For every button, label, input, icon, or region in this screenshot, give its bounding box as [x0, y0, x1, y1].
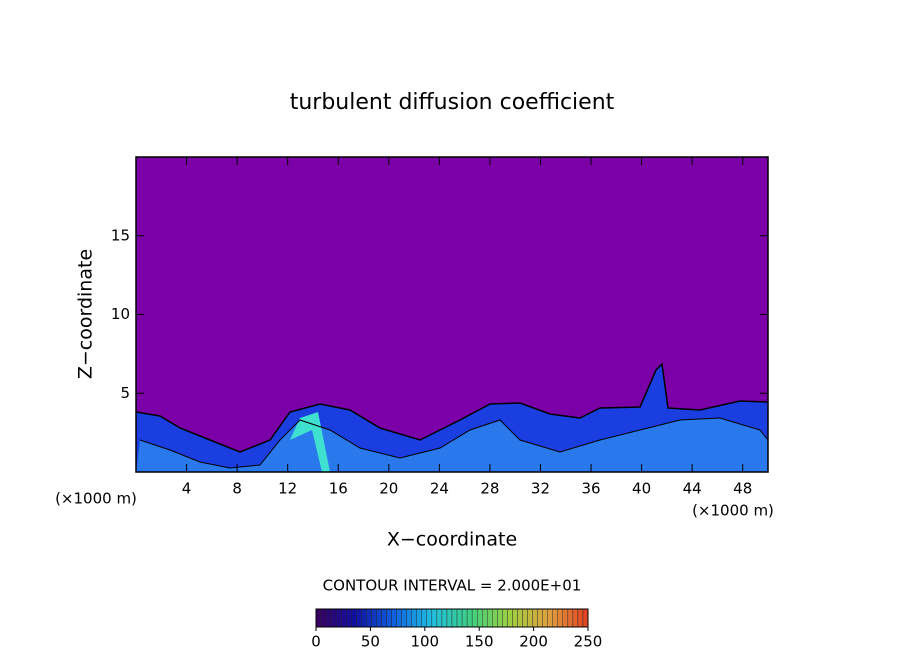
colorbar-stripe	[376, 608, 382, 628]
colorbar-stripe	[482, 608, 488, 628]
colorbar-stripe	[401, 608, 407, 628]
colorbar-stripe	[391, 608, 397, 628]
colorbar-tick-label: 50	[361, 633, 380, 651]
colorbar-tick-label: 100	[410, 633, 439, 651]
y-tick-label: 15	[111, 226, 130, 244]
colorbar-stripe	[381, 608, 387, 628]
y-axis-label: Z−coordinate	[75, 249, 97, 379]
colorbar-frame	[315, 608, 589, 628]
x-tick-label: 48	[733, 480, 752, 498]
colorbar-stripe	[330, 608, 337, 628]
colorbar-stripe	[325, 608, 332, 628]
colorbar-tick-label: 150	[465, 633, 494, 651]
colorbar-stripe	[320, 608, 327, 628]
x-tick-label: 24	[430, 480, 449, 498]
x-axis-label: X−coordinate	[387, 529, 517, 551]
colorbar-stripe	[446, 608, 453, 628]
x-tick-label: 28	[480, 480, 499, 498]
colorbar-stripe	[517, 608, 523, 628]
colorbar-stripe	[406, 608, 412, 628]
colorbar-stripe	[461, 608, 468, 628]
x-tick-label: 36	[581, 480, 600, 498]
x-tick-label: 32	[531, 480, 550, 498]
y-tick-label: 10	[111, 305, 130, 323]
x-tick-label: 44	[683, 480, 702, 498]
colorbar-stripe	[396, 608, 402, 628]
colorbar-stripe	[562, 608, 569, 628]
colorbar-stripe	[542, 608, 548, 628]
colorbar-stripe	[487, 608, 493, 628]
colorbar-stripe	[567, 608, 574, 628]
colorbar-stripe	[386, 608, 392, 628]
colorbar-tick-label: 0	[311, 633, 321, 651]
colorbar-stripe	[527, 608, 533, 628]
chart-title: turbulent diffusion coefficient	[290, 90, 615, 115]
x-unit: (×1000 m)	[692, 502, 774, 520]
contour-line	[135, 362, 769, 453]
contour-interval: CONTOUR INTERVAL = 2.000E+01	[323, 577, 582, 595]
turbulent-layer	[135, 362, 769, 472]
colorbar-stripe	[426, 608, 433, 628]
colorbar-stripe	[476, 608, 483, 628]
x-tick-label: 20	[379, 480, 398, 498]
colorbar-stripe	[492, 608, 498, 628]
colorbar-stripe	[537, 608, 543, 628]
colorbar-stripe	[431, 608, 438, 628]
colorbar-stripe	[507, 608, 513, 628]
x-tick-label: 4	[182, 480, 192, 498]
colorbar-stripe	[340, 608, 347, 628]
colorbar: 0 50 100 150 200 250	[311, 608, 603, 651]
x-tick-label: 40	[632, 480, 651, 498]
x-tick-label: 16	[329, 480, 348, 498]
colorbar-stripe	[411, 608, 417, 628]
colorbar-stripe	[577, 608, 584, 628]
colorbar-stripe	[532, 608, 538, 628]
colorbar-stripe	[335, 608, 342, 628]
contour-line	[139, 417, 769, 469]
colorbar-stripe	[421, 608, 428, 628]
colorbar-stripe	[466, 608, 473, 628]
colorbar-stripe	[557, 608, 564, 628]
x-tick-label: 8	[232, 480, 242, 498]
colorbar-stripe	[522, 608, 528, 628]
y-unit: (×1000 m)	[55, 490, 137, 508]
colorbar-stripe	[361, 608, 367, 628]
colorbar-tick-label: 200	[519, 633, 548, 651]
colorbar-stripe	[441, 608, 448, 628]
colorbar-stripe	[512, 608, 518, 628]
colorbar-stripe	[315, 608, 322, 628]
colorbar-stripe	[572, 608, 579, 628]
colorbar-stripe	[547, 608, 553, 628]
colorbar-stripe	[471, 608, 478, 628]
colorbar-stripe	[451, 608, 458, 628]
y-tick-label: 5	[120, 384, 130, 402]
colorbar-stripe	[436, 608, 443, 628]
colorbar-stripe	[502, 608, 508, 628]
colorbar-stripe	[456, 608, 463, 628]
colorbar-stripe	[351, 608, 357, 628]
colorbar-stripe	[497, 608, 503, 628]
colorbar-stripe	[371, 608, 377, 628]
colorbar-stripe	[582, 608, 589, 628]
colorbar-stripe	[552, 608, 558, 628]
colorbar-stripe	[356, 608, 362, 628]
colorbar-tick-label: 250	[574, 633, 603, 651]
colorbar-stripe	[346, 608, 352, 628]
x-tick-label: 12	[278, 480, 297, 498]
colorbar-stripe	[366, 608, 372, 628]
colorbar-stripe	[416, 608, 422, 628]
